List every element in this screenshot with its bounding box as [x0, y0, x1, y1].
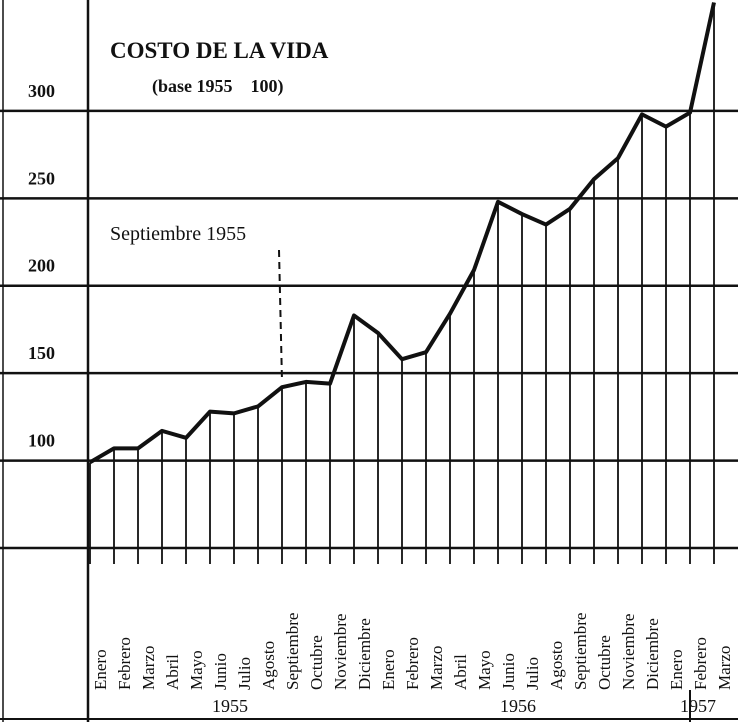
year-label: 1955	[212, 696, 248, 716]
y-tick-label: 200	[28, 256, 55, 276]
x-tick-label: Julio	[523, 657, 542, 690]
x-tick-label: Febrero	[403, 637, 422, 690]
x-tick-label: Octubre	[595, 635, 614, 690]
x-tick-label: Agosto	[259, 641, 278, 690]
y-tick-label: 300	[28, 81, 55, 101]
chart-title: COSTO DE LA VIDA	[110, 38, 329, 63]
x-tick-label: Marzo	[139, 646, 158, 690]
annotation: Septiembre 1955	[110, 223, 246, 245]
x-tick-label: Septiembre	[283, 613, 302, 690]
y-tick-label: 250	[28, 168, 55, 188]
x-tick-label: Mayo	[187, 650, 206, 690]
x-tick-label: Junio	[499, 653, 518, 690]
x-tick-label: Junio	[211, 653, 230, 690]
x-tick-label: Agosto	[547, 641, 566, 690]
x-tick-label: Marzo	[427, 646, 446, 690]
x-tick-label: Febrero	[691, 637, 710, 690]
year-label: 1956	[500, 696, 536, 716]
line	[88, 2, 716, 465]
x-tick-label: Septiembre	[571, 613, 590, 690]
x-tick-label: Abril	[163, 654, 182, 690]
chart-subtitle: (base 1955 100)	[152, 76, 284, 97]
x-tick-label: Julio	[235, 657, 254, 690]
annotation-line	[278, 249, 283, 382]
x-tick-label: Enero	[379, 649, 398, 690]
x-tick-label: Enero	[667, 649, 686, 690]
x-tick-label: Octubre	[307, 635, 326, 690]
x-tick-label: Diciembre	[643, 618, 662, 690]
x-tick-label: Mayo	[475, 650, 494, 690]
x-tick-label: Febrero	[115, 637, 134, 690]
x-tick-label: Enero	[91, 649, 110, 690]
y-tick-label: 100	[28, 431, 55, 451]
y-tick-label: 150	[28, 343, 55, 363]
year-label: 1957	[680, 696, 716, 716]
x-tick-label: Noviembre	[331, 614, 350, 690]
x-tick-label: Marzo	[715, 646, 734, 690]
x-tick-label: Noviembre	[619, 614, 638, 690]
x-tick-label: Abril	[451, 654, 470, 690]
x-tick-label: Diciembre	[355, 618, 374, 690]
